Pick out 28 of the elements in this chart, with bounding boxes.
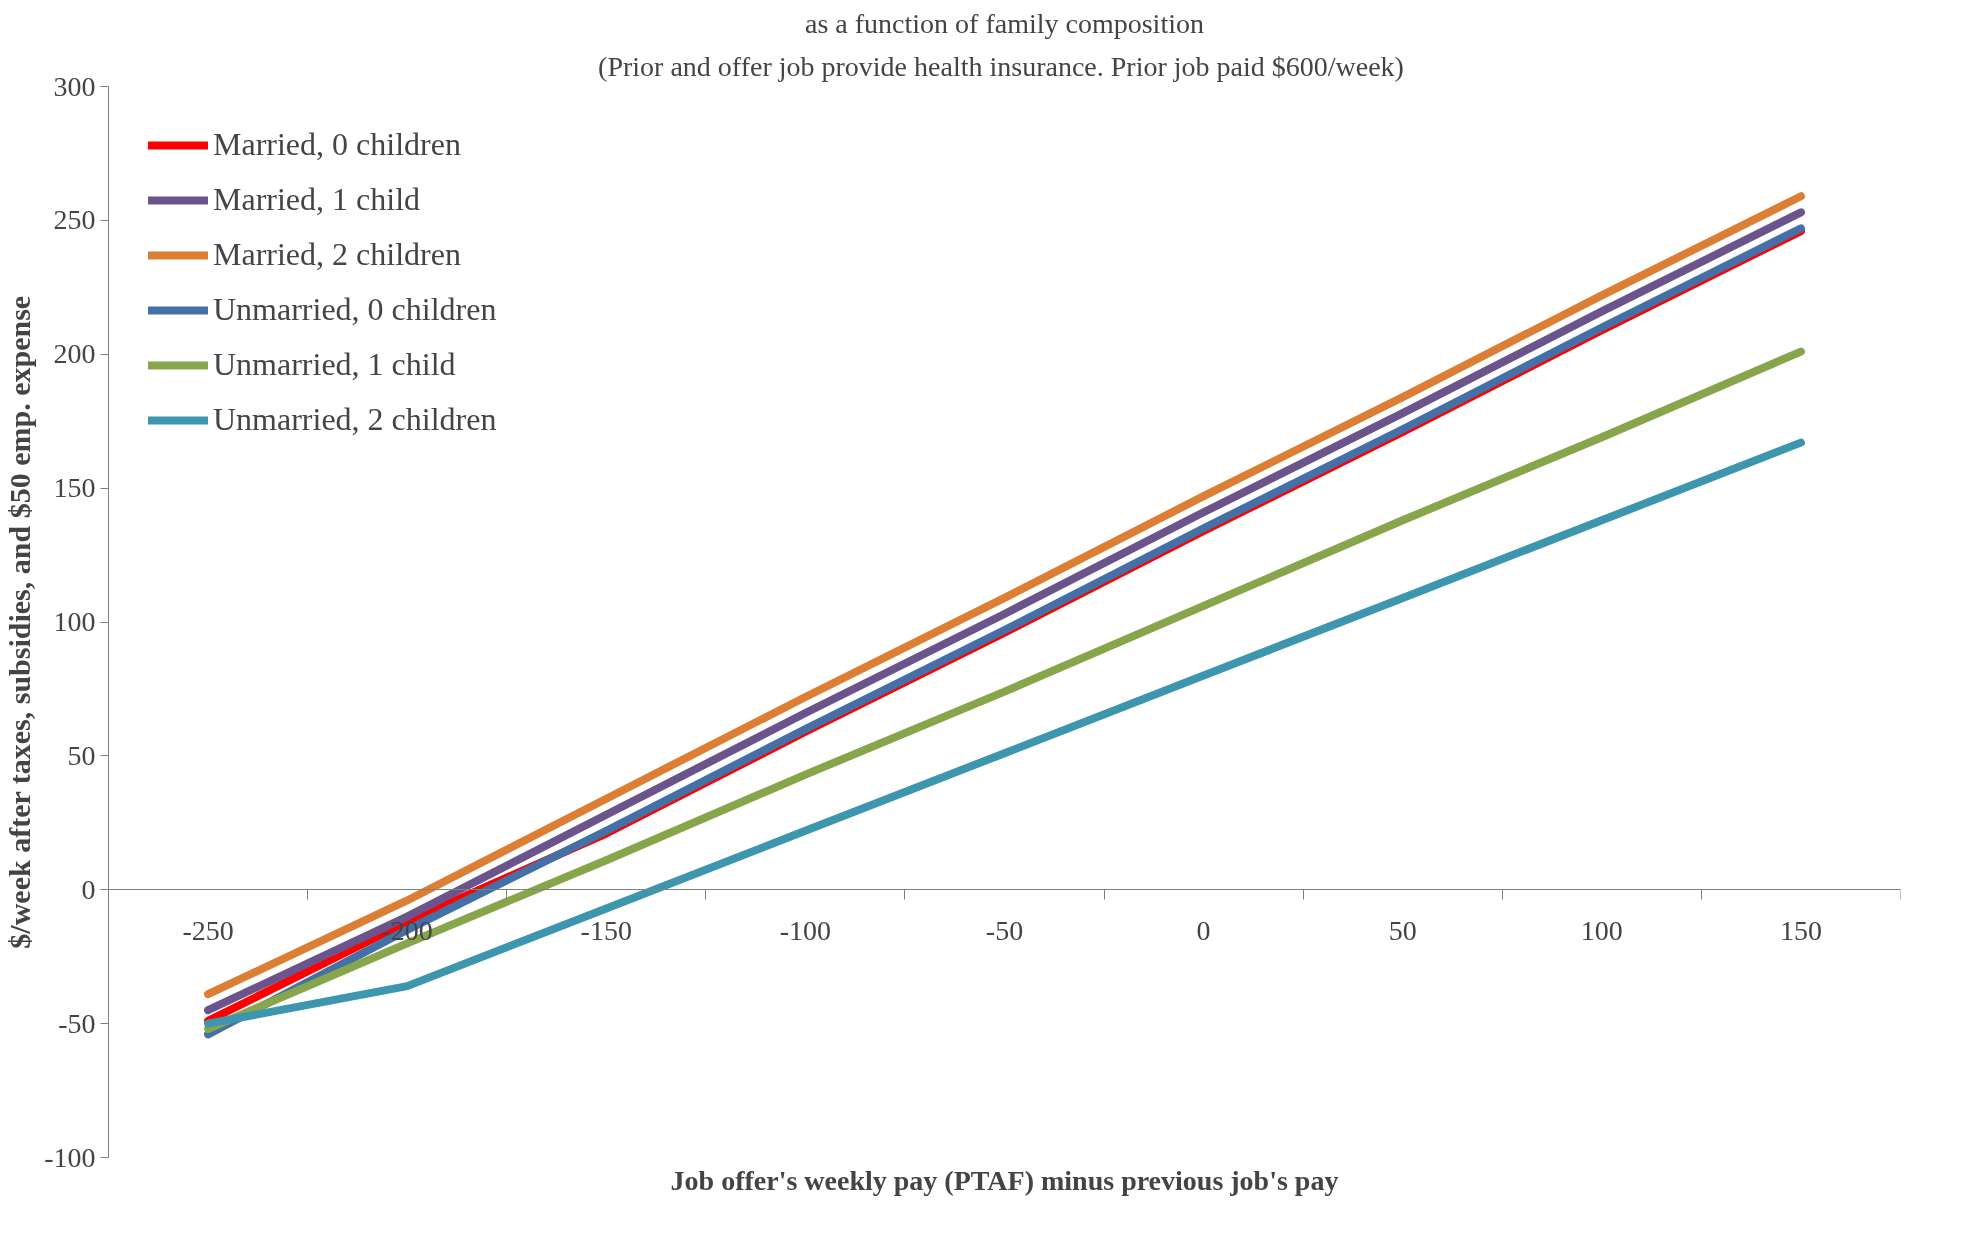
y-tick-label: 250 [53,204,96,236]
x-tick-label: 100 [1580,914,1623,946]
y-tick-label: 50 [67,739,96,771]
y-tick-label: 300 [53,70,96,102]
y-tick-label: 150 [53,472,96,504]
x-tick-label: 150 [1779,914,1822,946]
chart-subtitle: (Prior and offer job provide health insurance. Prior job paid $600/week) [598,50,1404,82]
x-tick-label: -50 [985,914,1024,946]
x-tick-label: 0 [1196,914,1211,946]
legend-label: Married, 0 children [213,126,461,163]
y-tick-label: -100 [44,1141,96,1173]
legend-label: Married, 1 child [213,181,421,218]
y-axis-title: $/week after taxes, subsidies, and $50 emp. expense [3,295,37,949]
y-tick-label: 200 [53,338,96,370]
legend-label: Unmarried, 2 children [213,401,497,438]
chart-title: as a function of family composition [805,7,1204,39]
x-tick-label: -100 [779,914,832,946]
x-tick-label: -250 [182,914,234,946]
x-tick-label: -150 [580,914,632,946]
y-tick-label: 0 [81,873,96,905]
x-tick-label: -200 [381,914,433,946]
y-tick-label: 100 [53,606,96,637]
legend-label: Unmarried, 1 child [213,346,456,383]
x-tick-label: 50 [1388,914,1417,946]
x-axis-title: Job offer's weekly pay (PTAF) minus previous job's pay [670,1164,1339,1196]
y-tick-label: -50 [58,1007,96,1039]
legend-label: Married, 2 children [213,236,461,273]
legend-label: Unmarried, 0 children [213,291,497,328]
